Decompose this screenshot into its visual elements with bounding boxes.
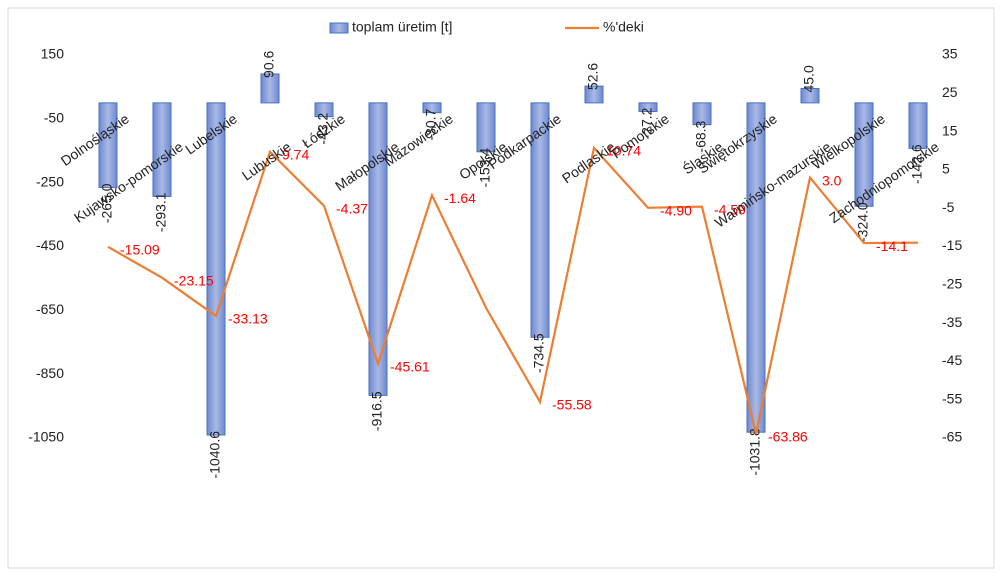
y2-tick-label: 5 <box>942 161 950 177</box>
y-tick-label: -250 <box>36 173 64 189</box>
y2-tick-label: 15 <box>942 122 958 138</box>
y-tick-label: -1050 <box>28 429 64 445</box>
bar <box>368 102 388 396</box>
bar <box>260 73 280 104</box>
bar <box>746 102 766 433</box>
line-value-label: -15.09 <box>120 242 160 258</box>
legend-label: %'deki <box>603 19 644 35</box>
y2-tick-label: -25 <box>942 276 962 292</box>
line-value-label: -4.90 <box>660 203 692 219</box>
line-value-label: -45.61 <box>390 358 430 374</box>
bar-value-label: -153.4 <box>477 148 493 188</box>
line-value-label: 9.74 <box>282 146 309 162</box>
bar-value-label: -1040.6 <box>207 431 223 479</box>
bar-value-label: -27.2 <box>639 107 655 139</box>
bar-value-label: -30.7 <box>423 108 439 140</box>
bar <box>98 102 118 188</box>
y2-tick-label: 35 <box>942 46 958 62</box>
bar-value-label: -324.0 <box>855 202 871 242</box>
y-tick-label: -650 <box>36 301 64 317</box>
line-value-label: -23.15 <box>174 272 214 288</box>
y2-tick-label: -65 <box>942 429 962 445</box>
bar-value-label: 52.6 <box>585 63 601 90</box>
bar <box>314 102 334 118</box>
y2-tick-label: -55 <box>942 390 962 406</box>
y-tick-label: 150 <box>41 46 65 62</box>
bar <box>800 88 820 104</box>
y-tick-label: -50 <box>44 110 64 126</box>
bar-value-label: -265.0 <box>99 183 115 223</box>
bar-value-label: -1031.8 <box>747 428 763 476</box>
line-value-label: -14.1 <box>876 238 908 254</box>
y2-tick-label: -5 <box>942 199 955 215</box>
bar <box>908 102 928 149</box>
bar-value-label: -293.1 <box>153 192 169 232</box>
bar-value-label: -43.2 <box>315 112 331 144</box>
y2-tick-label: -45 <box>942 352 962 368</box>
bar-value-label: -734.5 <box>531 333 547 373</box>
bar-value-label: -916.5 <box>369 391 385 431</box>
bar <box>584 85 604 104</box>
bar-value-label: 45.0 <box>801 65 817 92</box>
legend-label: toplam üretim [t] <box>352 19 452 35</box>
line-value-label: -4.37 <box>336 200 368 216</box>
bar-value-label: 90.6 <box>261 50 277 77</box>
line-value-label: 10.74 <box>606 143 641 159</box>
y-tick-label: -450 <box>36 237 64 253</box>
chart-border <box>7 7 995 569</box>
y-tick-label: -850 <box>36 365 64 381</box>
line-value-label: 3.0 <box>822 172 842 188</box>
bar <box>206 102 226 436</box>
y2-tick-label: 25 <box>942 84 958 100</box>
bar <box>152 102 172 197</box>
bar <box>692 102 712 126</box>
bar-value-label: -142.6 <box>909 144 925 184</box>
line <box>107 145 919 434</box>
bar <box>530 102 550 338</box>
y2-tick-label: -15 <box>942 237 962 253</box>
bar-value-label: -68.3 <box>693 120 709 152</box>
legend-swatch <box>329 22 349 34</box>
bar <box>476 102 496 153</box>
line-value-label: -63.86 <box>768 428 808 444</box>
y2-tick-label: -35 <box>942 314 962 330</box>
line-value-label: -1.64 <box>444 190 476 206</box>
line-value-label: -33.13 <box>228 311 268 327</box>
bar <box>854 102 874 207</box>
line-value-label: -4.59 <box>714 201 746 217</box>
bar <box>422 102 442 114</box>
line-value-label: -55.58 <box>552 397 592 413</box>
bar <box>638 102 658 113</box>
